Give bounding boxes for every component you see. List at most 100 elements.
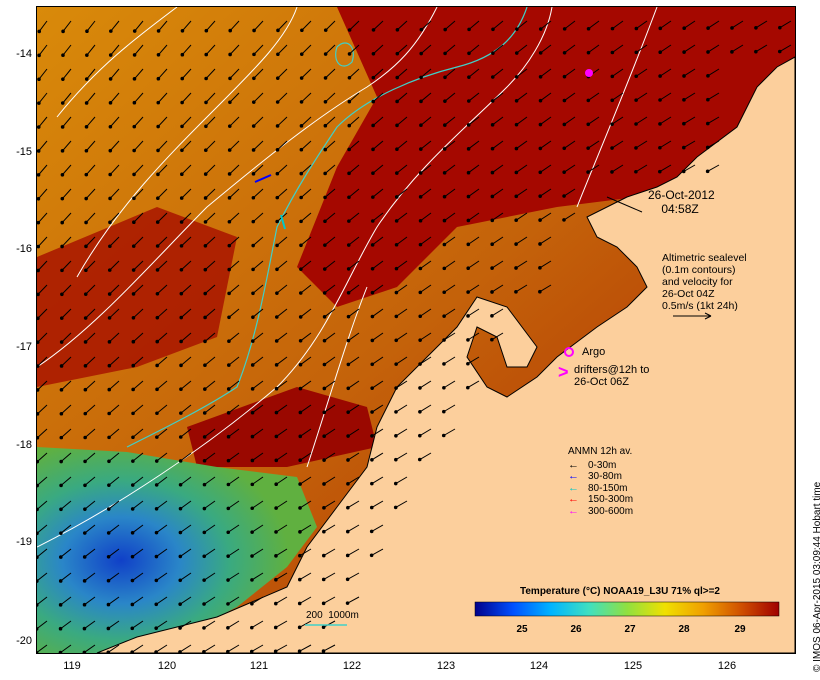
velocity-arrow-head [323,28,328,32]
velocity-arrow [84,620,96,629]
velocity-arrow-head [298,530,302,534]
velocity-arrow-head [250,506,255,511]
velocity-arrow [252,428,264,438]
velocity-arrow-head [228,100,232,105]
velocity-arrow [108,428,120,438]
velocity-arrow [707,44,720,53]
velocity-arrow [349,68,360,79]
velocity-arrow [419,332,432,341]
velocity-arrow-head [299,267,303,271]
velocity-arrow [444,260,456,269]
velocity-arrow-head [155,435,159,439]
velocity-arrow-head [658,74,662,78]
velocity-arrow [420,188,432,198]
velocity-arrow-head [180,148,184,153]
velocity-arrow-head [299,195,303,200]
anmn-legend-item: ← 0-30m [568,459,633,472]
velocity-arrow-head [538,194,542,198]
velocity-arrow [228,332,240,342]
velocity-arrow [587,164,600,173]
velocity-arrow-head [490,218,495,223]
velocity-arrow-head [466,218,471,223]
altimetry-description: Altimetric sealevel (0.1m contours) and … [662,252,747,312]
velocity-arrow [396,236,408,246]
velocity-arrow-head [442,385,446,390]
velocity-arrow [85,308,96,319]
velocity-arrow [277,164,288,175]
velocity-arrow-head [60,125,65,129]
argo-legend-icon [564,347,574,357]
velocity-arrow [228,404,240,414]
velocity-arrow-head [321,601,326,606]
velocity-arrow-head [132,220,136,225]
velocity-arrow [587,116,600,125]
velocity-arrow-head [370,338,375,343]
velocity-arrow [324,308,336,318]
velocity-arrow [227,524,240,533]
velocity-arrow-head [251,339,255,343]
velocity-arrow-head [155,387,159,392]
velocity-arrow [61,332,72,343]
velocity-arrow-head [467,75,471,79]
velocity-arrow-head [274,315,279,319]
velocity-arrow-head [514,51,519,55]
velocity-arrow-head [418,266,423,271]
velocity-arrow-head [706,97,710,102]
velocity-arrow-head [490,337,494,342]
velocity-arrow [659,140,672,149]
velocity-arrow-head [298,362,303,367]
velocity-arrow-head [514,75,519,79]
velocity-arrow [492,44,504,54]
velocity-arrow-head [538,98,543,103]
velocity-arrow [443,380,456,389]
velocity-arrow [755,44,768,53]
velocity-arrow [540,44,552,54]
velocity-arrow-head [155,244,160,248]
velocity-arrow [37,596,48,606]
velocity-arrow [37,524,48,534]
anmn-legend: ANMN 12h av. ← 0-30m ← 30-80m ← 80-150m ← 150-3… [568,446,633,517]
velocity-arrow [253,20,264,31]
velocity-arrow-head [321,553,326,558]
velocity-arrow [611,116,624,125]
velocity-arrow-head [298,315,303,319]
velocity-arrow-head [59,364,64,368]
velocity-arrow [540,116,552,125]
velocity-arrow [251,524,264,533]
velocity-arrow [468,92,480,102]
velocity-arrow-head [586,98,591,103]
velocity-arrow [180,332,192,342]
velocity-arrow [659,20,672,29]
velocity-arrow [372,236,384,246]
velocity-arrow-head [347,219,351,223]
velocity-arrow-head [299,76,304,80]
velocity-arrow [324,140,336,150]
velocity-arrow [277,92,288,103]
velocity-arrow-head [82,579,87,583]
velocity-arrow [515,284,528,293]
velocity-arrow-head [346,458,350,462]
velocity-arrow-head [180,172,184,177]
velocity-arrow-head [442,266,447,271]
velocity-arrow [395,380,408,389]
velocity-arrows [37,20,792,653]
velocity-arrow [492,20,504,30]
velocity-arrow [252,404,264,414]
velocity-arrow [444,236,456,245]
velocity-arrow-head [276,28,280,33]
velocity-arrow-head [297,649,302,653]
anmn-legend-label: 0-30m [588,459,617,471]
velocity-arrow [659,164,672,173]
velocity-arrow-head [227,363,231,367]
velocity-arrow [109,356,120,367]
velocity-arrow [253,140,264,151]
velocity-arrow-head [227,124,232,128]
velocity-arrow-head [131,387,135,392]
velocity-arrow-head [610,170,614,174]
velocity-arrow-head [84,244,88,249]
velocity-arrow [395,332,408,341]
velocity-arrow-head [108,220,112,225]
velocity-arrow [419,308,432,317]
velocity-arrow [229,68,240,79]
velocity-arrow-head [132,124,137,129]
